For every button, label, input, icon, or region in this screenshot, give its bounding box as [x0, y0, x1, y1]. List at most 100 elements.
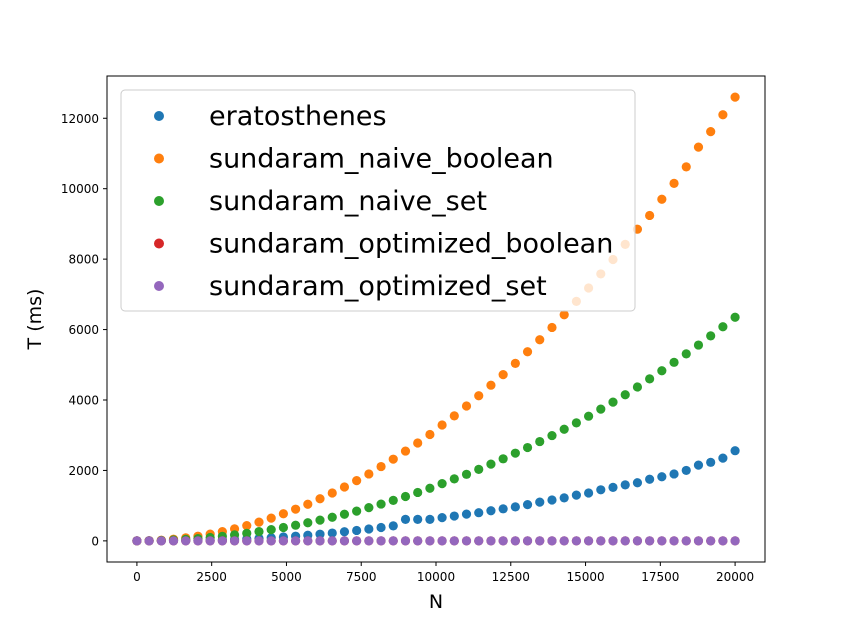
data-point	[620, 390, 630, 400]
data-point	[278, 522, 288, 533]
data-point	[486, 380, 496, 390]
data-point	[205, 536, 215, 546]
data-point	[547, 536, 557, 546]
data-point	[327, 528, 337, 538]
x-tick-label: 5000	[271, 570, 302, 584]
data-point	[266, 513, 276, 523]
data-point	[242, 521, 252, 531]
data-point	[571, 490, 581, 500]
data-point	[388, 495, 398, 505]
x-axis-label: N	[429, 591, 443, 613]
data-point	[364, 524, 374, 534]
x-tick-label: 7500	[346, 570, 377, 584]
data-point	[535, 497, 545, 507]
data-point	[437, 536, 447, 546]
data-point	[339, 509, 350, 519]
data-point	[278, 509, 288, 519]
data-point	[669, 178, 679, 189]
data-point	[693, 460, 704, 470]
data-point	[449, 411, 459, 421]
data-point	[486, 459, 496, 469]
data-point	[388, 521, 398, 531]
data-point	[718, 322, 728, 332]
data-point	[254, 517, 264, 527]
legend-marker	[154, 111, 164, 121]
legend-entry: eratosthenes	[154, 101, 387, 132]
legend-entry: sundaram_naive_boolean	[154, 144, 554, 175]
data-point	[449, 474, 459, 484]
data-point	[474, 464, 484, 474]
data-point	[400, 446, 411, 456]
data-point	[425, 536, 435, 546]
legend-label: eratosthenes	[209, 101, 387, 132]
legend-label: sundaram_optimized_boolean	[209, 229, 613, 260]
data-point	[669, 469, 679, 479]
data-point	[388, 536, 398, 546]
data-point	[657, 194, 667, 204]
data-point	[498, 370, 508, 380]
data-point	[449, 511, 459, 521]
data-point	[584, 411, 594, 421]
data-point	[315, 515, 325, 525]
data-point	[645, 210, 655, 221]
data-point	[669, 536, 679, 546]
data-point	[693, 142, 704, 152]
data-point	[486, 506, 496, 516]
data-point	[376, 499, 386, 509]
legend-box	[120, 89, 636, 312]
y-tick-label: 12000	[61, 112, 99, 126]
data-point	[242, 528, 252, 538]
data-point	[388, 454, 398, 464]
data-point	[254, 526, 264, 537]
data-point	[693, 340, 704, 350]
data-point	[620, 480, 630, 490]
data-point	[156, 536, 166, 546]
data-point	[706, 127, 716, 137]
data-point	[327, 512, 337, 522]
data-point	[498, 536, 508, 546]
data-point	[303, 518, 313, 528]
data-point	[278, 536, 288, 546]
data-point	[510, 358, 520, 368]
data-point	[718, 110, 728, 120]
data-point	[413, 536, 423, 546]
data-point	[608, 397, 618, 407]
y-tick-label: 6000	[68, 323, 99, 337]
legend-label: sundaram_naive_set	[209, 186, 487, 217]
data-point	[730, 536, 740, 546]
data-point	[486, 536, 496, 546]
data-point	[535, 536, 545, 546]
data-point	[376, 522, 386, 533]
data-point	[229, 536, 240, 546]
data-point	[474, 536, 484, 546]
data-point	[608, 536, 618, 546]
data-point	[461, 469, 472, 479]
data-point	[291, 520, 301, 530]
data-point	[303, 499, 313, 509]
data-point	[437, 479, 447, 489]
data-point	[498, 504, 508, 514]
data-point	[352, 506, 362, 516]
data-point	[364, 536, 374, 546]
data-point	[657, 472, 667, 482]
series-sundaram_optimized_set	[132, 536, 740, 546]
data-point	[718, 536, 728, 546]
data-point	[352, 525, 362, 536]
legend-marker	[154, 281, 164, 291]
data-point	[522, 442, 533, 453]
data-point	[193, 536, 203, 546]
data-point	[339, 527, 350, 537]
data-point	[400, 536, 411, 546]
y-tick-label: 4000	[68, 394, 99, 408]
data-point	[144, 536, 154, 546]
data-point	[461, 509, 472, 519]
data-point	[217, 536, 227, 546]
legend-label: sundaram_optimized_set	[209, 271, 547, 302]
y-tick-label: 2000	[68, 464, 99, 478]
data-point	[632, 382, 643, 392]
data-point	[339, 482, 350, 492]
data-point	[474, 391, 484, 401]
data-point	[584, 488, 594, 498]
data-point	[718, 453, 728, 463]
